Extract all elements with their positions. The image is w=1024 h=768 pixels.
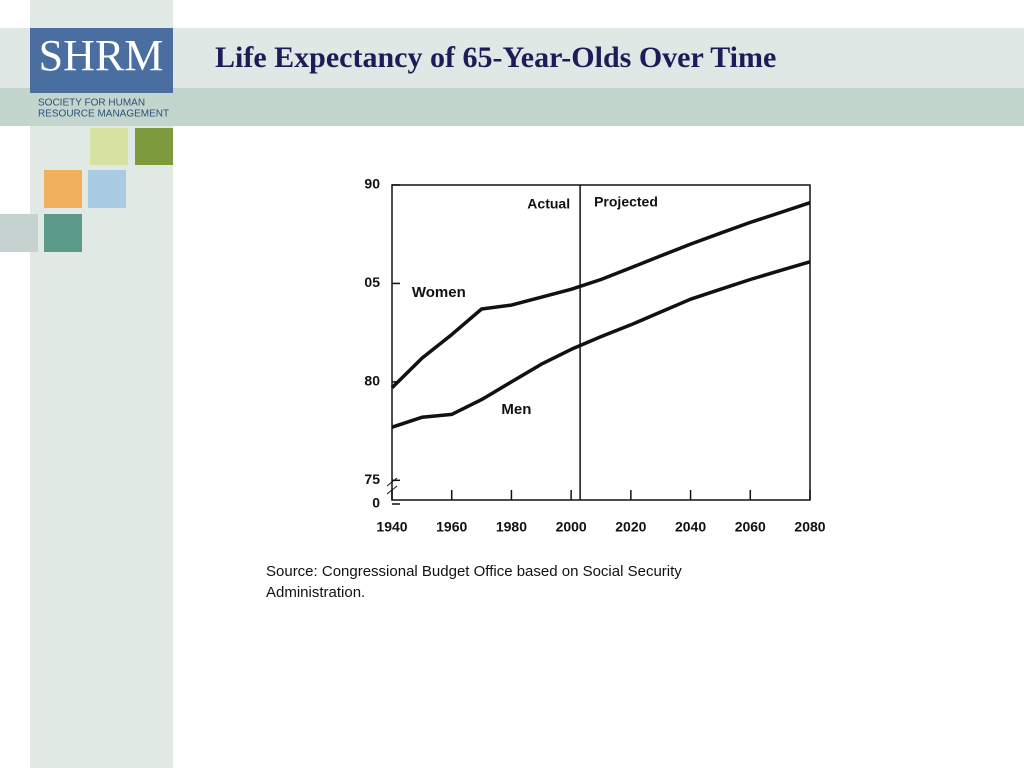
x-tick-label: 2080 (794, 519, 825, 535)
series-label: Men (501, 401, 531, 418)
square (44, 214, 82, 252)
square (88, 170, 126, 208)
square (44, 170, 82, 208)
logo-tagline: SOCIETY FOR HUMAN (38, 98, 145, 109)
y-tick-label: 05 (364, 274, 380, 290)
x-tick-label: 2040 (675, 519, 706, 535)
logo-box (30, 28, 173, 93)
square (0, 214, 38, 252)
x-tick-label: 1940 (376, 519, 407, 535)
slide-title: Life Expectancy of 65-Year-Olds Over Tim… (215, 41, 776, 74)
y-tick-label: 80 (364, 373, 380, 389)
x-tick-label: 1960 (436, 519, 467, 535)
x-tick-label: 2060 (735, 519, 766, 535)
series-label: Women (412, 284, 466, 301)
series-line (391, 260, 811, 429)
y-tick-label: 90 (364, 176, 380, 192)
logo: SHRM (39, 31, 164, 80)
x-tick-label: 1980 (496, 519, 527, 535)
x-tick-label: 2020 (615, 519, 646, 535)
y-tick-label: 0 (372, 495, 380, 511)
square (135, 128, 173, 165)
header-band-lower (0, 88, 1024, 126)
square (90, 128, 128, 165)
x-tick-label: 2000 (556, 519, 587, 535)
plot-frame (391, 184, 811, 501)
annotation: Actual (527, 196, 570, 212)
logo-tagline: RESOURCE MANAGEMENT (38, 109, 169, 120)
source-note: Source: Congressional Budget Office base… (266, 563, 682, 601)
series-line (390, 201, 811, 390)
annotation: Projected (594, 194, 658, 210)
y-tick-label: 75 (364, 471, 380, 487)
